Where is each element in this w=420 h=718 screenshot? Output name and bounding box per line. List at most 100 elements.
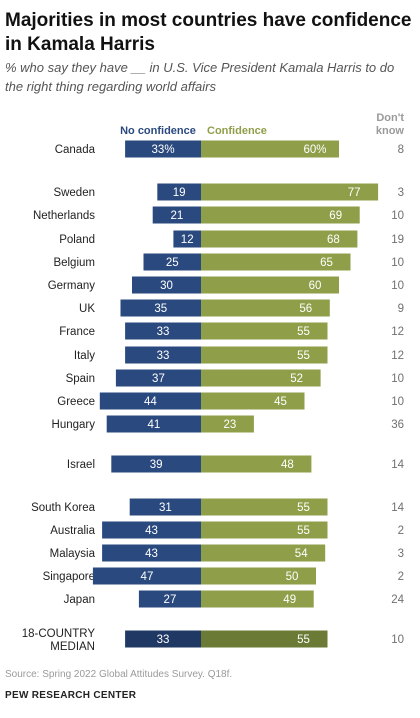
value-no-confidence: 37: [152, 373, 165, 385]
value-dont-know: 36: [391, 419, 404, 431]
bar-no-confidence: [132, 276, 201, 294]
country-label: Israel: [67, 459, 95, 471]
value-dont-know: 10: [391, 396, 404, 408]
value-no-confidence: 31: [159, 502, 172, 514]
value-confidence: 55: [297, 502, 310, 514]
value-dont-know: 14: [391, 459, 404, 471]
country-label: Japan: [64, 594, 95, 606]
value-confidence: 45: [274, 396, 287, 408]
bar-no-confidence: [99, 392, 201, 410]
bar-no-confidence: [138, 590, 201, 608]
value-confidence: 77: [348, 187, 361, 199]
brand-footer: PEW RESEARCH CENTER: [5, 690, 137, 701]
bar-confidence: [201, 567, 316, 585]
bar-confidence: [201, 415, 254, 433]
bar-no-confidence: [125, 140, 201, 158]
bar-confidence: [201, 140, 339, 158]
value-no-confidence: 47: [141, 571, 154, 583]
bar-no-confidence: [143, 253, 201, 271]
bar-no-confidence: [125, 346, 201, 364]
value-no-confidence: 33%: [152, 144, 175, 156]
bar-confidence: [201, 521, 328, 539]
value-dont-know: 14: [391, 502, 404, 514]
country-label: 18-COUNTRY MEDIAN: [22, 628, 96, 653]
bar-no-confidence: [102, 544, 201, 562]
bar-confidence: [201, 455, 312, 473]
value-no-confidence: 12: [181, 234, 194, 246]
bar-confidence: [201, 299, 330, 317]
country-label: Italy: [74, 350, 95, 362]
value-dont-know: 19: [391, 234, 404, 246]
value-dont-know: 10: [391, 210, 404, 222]
value-confidence: 69: [329, 210, 342, 222]
value-no-confidence: 33: [157, 350, 170, 362]
bar-confidence: [201, 590, 314, 608]
value-confidence: 60%: [303, 144, 326, 156]
header-dont-know: Don't know: [376, 112, 405, 137]
header-confidence: Confidence: [207, 125, 267, 137]
value-no-confidence: 35: [154, 303, 167, 315]
bar-no-confidence: [120, 299, 201, 317]
chart-title: Majorities in most countries have confid…: [5, 10, 412, 55]
bar-confidence: [201, 544, 326, 562]
value-no-confidence: 43: [145, 548, 158, 560]
value-dont-know: 12: [391, 326, 404, 338]
header-no-confidence: No confidence: [120, 125, 196, 137]
bar-no-confidence: [102, 521, 201, 539]
bar-no-confidence: [125, 630, 201, 648]
value-no-confidence: 19: [173, 187, 186, 199]
value-confidence: 55: [297, 350, 310, 362]
bar-no-confidence: [92, 567, 201, 585]
bar-confidence: [201, 230, 358, 248]
country-label: Spain: [66, 373, 95, 385]
value-no-confidence: 43: [145, 525, 158, 537]
value-confidence: 23: [224, 419, 237, 431]
bar-no-confidence: [129, 498, 201, 516]
bar-no-confidence: [173, 230, 201, 248]
bar-confidence: [201, 498, 328, 516]
value-dont-know: 3: [398, 187, 404, 199]
value-no-confidence: 41: [147, 419, 160, 431]
country-label: Malaysia: [50, 548, 96, 560]
value-dont-know: 10: [391, 257, 404, 269]
value-no-confidence: 44: [144, 396, 157, 408]
country-label: Canada: [55, 144, 96, 156]
value-no-confidence: 27: [164, 594, 177, 606]
value-confidence: 56: [299, 303, 312, 315]
bar-no-confidence: [115, 369, 201, 387]
bar-confidence: [201, 322, 328, 340]
bar-no-confidence: [106, 415, 201, 433]
value-dont-know: 2: [398, 571, 404, 583]
country-label: Hungary: [52, 419, 96, 431]
value-no-confidence: 30: [160, 280, 173, 292]
value-confidence: 48: [281, 459, 294, 471]
value-dont-know: 24: [391, 594, 404, 606]
value-confidence: 65: [320, 257, 333, 269]
chart-subtitle: % who say they have __ in U.S. Vice Pres…: [5, 60, 395, 94]
value-confidence: 55: [297, 525, 310, 537]
country-label: France: [59, 326, 95, 338]
value-no-confidence: 33: [157, 326, 170, 338]
bar-no-confidence: [157, 183, 201, 201]
value-confidence: 50: [286, 571, 299, 583]
value-confidence: 54: [295, 548, 308, 560]
country-label: Singapore: [43, 571, 95, 583]
value-no-confidence: 25: [166, 257, 179, 269]
value-no-confidence: 21: [170, 210, 183, 222]
country-label: Netherlands: [33, 210, 95, 222]
value-dont-know: 2: [398, 525, 404, 537]
country-label: Poland: [59, 234, 95, 246]
value-confidence: 68: [327, 234, 340, 246]
bar-confidence: [201, 346, 328, 364]
source-note: Source: Spring 2022 Global Attitudes Sur…: [5, 669, 233, 680]
value-confidence: 55: [297, 634, 310, 646]
value-dont-know: 12: [391, 350, 404, 362]
bar-confidence: [201, 369, 321, 387]
value-dont-know: 3: [398, 548, 404, 560]
country-label: Australia: [50, 525, 95, 537]
value-dont-know: 10: [391, 634, 404, 646]
country-label: Greece: [57, 396, 95, 408]
bar-confidence: [201, 630, 328, 648]
value-dont-know: 9: [398, 303, 404, 315]
